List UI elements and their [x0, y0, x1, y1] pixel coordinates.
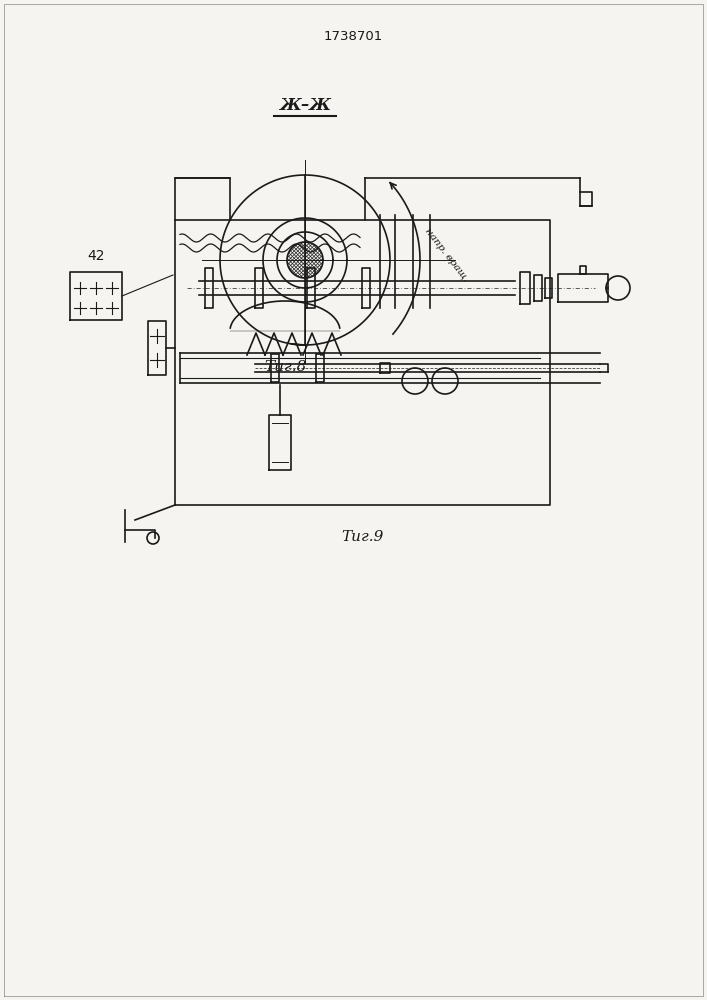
Text: 42: 42: [87, 249, 105, 263]
Text: Τиг.9: Τиг.9: [341, 530, 383, 544]
Text: 1738701: 1738701: [323, 30, 382, 43]
Text: Τиг.8: Τиг.8: [264, 360, 306, 374]
Text: напр. вращ.: напр. вращ.: [423, 227, 470, 283]
Text: Ж–Ж: Ж–Ж: [279, 97, 331, 113]
